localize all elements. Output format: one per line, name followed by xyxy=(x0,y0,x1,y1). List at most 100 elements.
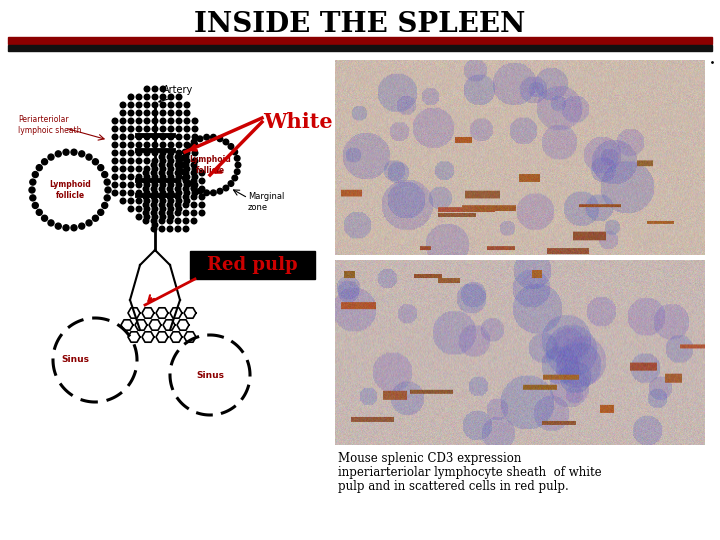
Circle shape xyxy=(144,134,150,140)
Circle shape xyxy=(176,158,181,164)
Circle shape xyxy=(184,134,190,140)
Circle shape xyxy=(192,134,198,140)
Circle shape xyxy=(184,110,190,116)
Circle shape xyxy=(168,118,174,124)
Circle shape xyxy=(167,154,173,160)
Text: inperiarteriolar lymphocyte sheath  of white: inperiarteriolar lymphocyte sheath of wh… xyxy=(338,466,602,479)
Circle shape xyxy=(42,215,48,221)
Circle shape xyxy=(168,126,174,132)
Circle shape xyxy=(144,110,150,116)
Circle shape xyxy=(152,222,158,228)
Circle shape xyxy=(144,190,150,196)
Circle shape xyxy=(184,198,190,204)
Circle shape xyxy=(168,190,174,196)
Circle shape xyxy=(152,206,158,212)
Circle shape xyxy=(168,110,174,116)
Circle shape xyxy=(128,94,134,100)
Circle shape xyxy=(120,102,126,108)
Text: Sinus: Sinus xyxy=(61,355,89,364)
Circle shape xyxy=(120,174,126,180)
Circle shape xyxy=(136,94,142,100)
Circle shape xyxy=(204,190,210,195)
Circle shape xyxy=(152,86,158,92)
Circle shape xyxy=(160,174,166,180)
Circle shape xyxy=(128,166,134,172)
Circle shape xyxy=(86,154,92,160)
Circle shape xyxy=(180,156,186,161)
Text: Lymphoid
follicle: Lymphoid follicle xyxy=(49,180,91,200)
Circle shape xyxy=(120,126,126,132)
Circle shape xyxy=(48,220,54,226)
Circle shape xyxy=(192,218,197,224)
Circle shape xyxy=(176,166,181,172)
Circle shape xyxy=(159,202,165,208)
Circle shape xyxy=(63,149,69,155)
Circle shape xyxy=(204,134,210,140)
Circle shape xyxy=(182,175,188,181)
Circle shape xyxy=(175,218,181,224)
Circle shape xyxy=(136,110,142,116)
Circle shape xyxy=(128,142,134,148)
Circle shape xyxy=(151,218,157,224)
Circle shape xyxy=(167,226,173,232)
Circle shape xyxy=(160,134,166,140)
Circle shape xyxy=(183,202,189,208)
Circle shape xyxy=(136,182,142,188)
Circle shape xyxy=(167,162,173,168)
Circle shape xyxy=(30,179,36,185)
Circle shape xyxy=(217,188,222,194)
Circle shape xyxy=(167,186,173,192)
Circle shape xyxy=(104,179,110,185)
Text: Periarteriolar
lymphoic sheath: Periarteriolar lymphoic sheath xyxy=(18,116,81,134)
Circle shape xyxy=(168,174,174,180)
Circle shape xyxy=(176,206,181,212)
Circle shape xyxy=(71,225,77,231)
Circle shape xyxy=(176,118,181,124)
Circle shape xyxy=(136,166,142,172)
Circle shape xyxy=(184,150,190,156)
Circle shape xyxy=(180,169,186,174)
Circle shape xyxy=(86,220,92,226)
Text: Marginal
zone: Marginal zone xyxy=(248,192,284,212)
Circle shape xyxy=(120,118,126,124)
Circle shape xyxy=(128,190,134,196)
Circle shape xyxy=(183,162,189,168)
Circle shape xyxy=(144,182,150,188)
Circle shape xyxy=(143,218,149,224)
Circle shape xyxy=(160,150,166,156)
Circle shape xyxy=(159,186,165,192)
Circle shape xyxy=(151,186,157,192)
Circle shape xyxy=(144,166,150,172)
Circle shape xyxy=(183,226,189,232)
Circle shape xyxy=(159,154,165,160)
Text: White pulp: White pulp xyxy=(263,112,392,132)
Circle shape xyxy=(183,210,189,216)
Circle shape xyxy=(48,154,54,160)
Circle shape xyxy=(160,190,166,196)
Circle shape xyxy=(176,126,181,132)
Circle shape xyxy=(120,198,126,204)
Circle shape xyxy=(192,178,197,184)
Circle shape xyxy=(32,172,38,178)
Circle shape xyxy=(152,166,158,172)
Circle shape xyxy=(183,186,189,192)
Circle shape xyxy=(159,170,165,176)
Circle shape xyxy=(168,142,174,148)
Circle shape xyxy=(199,170,204,176)
Circle shape xyxy=(105,187,111,193)
Circle shape xyxy=(136,190,142,196)
Circle shape xyxy=(176,190,181,196)
Circle shape xyxy=(29,187,35,193)
Circle shape xyxy=(160,182,166,188)
Circle shape xyxy=(151,202,157,208)
Circle shape xyxy=(128,158,134,164)
Circle shape xyxy=(199,178,204,184)
Bar xyxy=(190,251,315,279)
Circle shape xyxy=(168,134,174,140)
Circle shape xyxy=(160,214,166,220)
Circle shape xyxy=(160,94,166,100)
Circle shape xyxy=(92,215,99,221)
Circle shape xyxy=(120,134,126,140)
Circle shape xyxy=(136,102,142,108)
Circle shape xyxy=(160,86,166,92)
